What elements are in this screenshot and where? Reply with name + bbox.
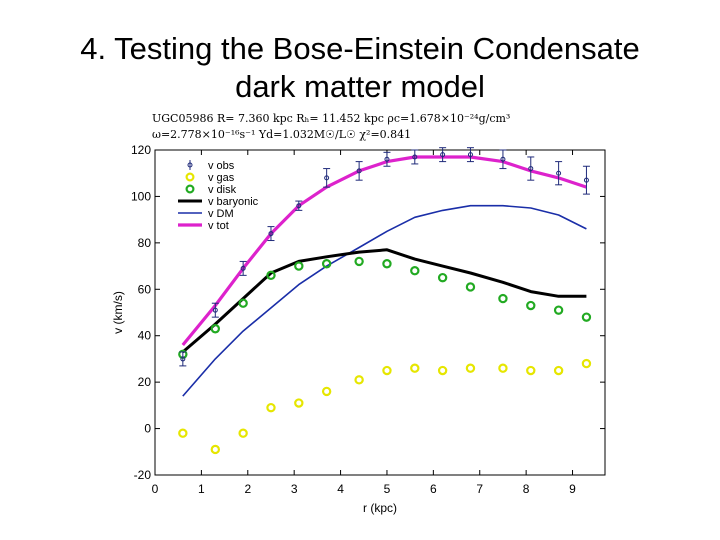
v-gas-point [210,444,221,455]
v-obs-point [324,175,330,181]
v-obs-point [268,231,274,237]
v-disk-point [354,256,364,267]
v-baryonic-line [181,248,587,354]
y-tick-label: 100 [131,189,151,203]
v-dm-line [182,204,587,397]
v-obs-point [384,156,390,162]
legend-label-v-dm: v DM [208,208,234,220]
v-obs-point [356,168,362,174]
slide-title: 4. Testing the Bose-Einstein Condensate … [0,30,720,106]
y-tick-label: 120 [131,143,151,157]
v-gas-point [266,402,276,413]
y-tick-label: 20 [138,375,152,389]
v-gas-point [465,363,476,373]
legend-label-v-disk: v disk [208,184,237,196]
legend-label-v-obs: v obs [208,160,235,172]
slide-title-line-2: dark matter model [235,69,485,104]
legend-label-v-tot: v tot [208,220,229,232]
v-obs-point [296,203,302,209]
y-tick-label: 60 [138,282,152,296]
y-tick-label: 80 [138,236,152,250]
x-tick-label: 3 [291,482,298,496]
legend-swatch-v-gas [185,172,195,182]
v-disk-point [321,259,332,269]
x-axis-title: r (kpc) [363,501,397,515]
v-obs-point [412,154,418,160]
y-axis-title: v (km/s) [111,291,125,334]
x-tick-label: 9 [569,482,576,496]
y-tick-label: -20 [134,468,152,482]
v-gas-point [382,365,392,376]
v-disk-point [210,324,221,334]
v-disk-point [498,293,508,304]
v-disk-point [465,282,476,292]
y-tick-label: 40 [138,329,152,343]
v-obs-point [556,170,562,176]
v-disk-point [238,298,248,308]
v-disk-point [526,300,536,311]
v-gas-point [410,363,420,373]
v-gas-point [437,365,448,376]
x-tick-label: 1 [198,482,205,496]
y-tick-label: 0 [144,422,151,436]
legend-label-v-baryonic: v baryonic [208,196,259,208]
fit-parameters-line-2: ω=2.778×10⁻¹⁶s⁻¹ Υd=1.032M☉/L☉ χ²=0.841 [152,128,412,141]
v-disk-point [382,259,392,269]
x-tick-label: 5 [384,482,391,496]
v-gas-point [581,358,592,369]
v-obs-point [528,166,534,172]
x-tick-label: 0 [152,482,159,496]
v-disk-point [553,305,564,315]
v-obs-point [467,152,473,158]
fit-parameters-line-1: UGC05986 R= 7.360 kpc Rₕ= 11.452 kpc ρc=… [152,112,511,125]
x-tick-label: 4 [337,482,344,496]
x-tick-label: 2 [244,482,251,496]
v-gas-point [553,365,564,376]
v-gas-point [238,428,248,438]
v-gas-point [526,365,536,376]
v-obs-point [212,307,218,313]
plot-frame [154,149,606,476]
v-gas-point [294,398,304,408]
v-obs-point [180,356,186,362]
legend-label-v-gas: v gas [208,172,235,184]
v-obs-point [583,177,589,183]
slide-title-line-1: 4. Testing the Bose-Einstein Condensate [80,31,640,66]
legend-swatch-v-obs-point [187,162,193,168]
v-disk-point [266,270,276,281]
v-obs-point [240,265,246,271]
v-gas-point [498,363,508,373]
x-tick-label: 7 [476,482,483,496]
x-tick-label: 8 [523,482,530,496]
v-disk-point [294,261,304,271]
v-gas-point [178,428,188,438]
v-disk-point [410,266,420,276]
v-gas-point [354,375,364,385]
v-obs-point [440,152,446,158]
v-gas-point [321,386,332,397]
v-obs-point [500,156,506,162]
v-disk-point [437,272,448,283]
v-disk-point [581,312,592,322]
legend-swatch-v-disk [185,184,195,194]
x-tick-label: 6 [430,482,437,496]
